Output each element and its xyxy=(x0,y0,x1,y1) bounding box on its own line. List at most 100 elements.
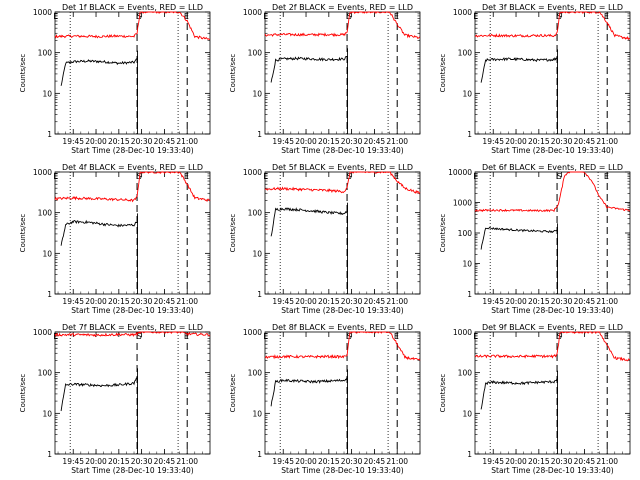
x-tick-label: 20:15 xyxy=(528,297,550,306)
y-tick-label: 10 xyxy=(42,409,52,418)
chart-panel-2: Det 2f BLACK = Events, RED = LLD 1 10 100 10… xyxy=(229,3,421,155)
events-series-line xyxy=(480,378,558,410)
lld-series-line xyxy=(264,171,421,195)
x-tick-label: 21:00 xyxy=(176,137,198,146)
plot-frame xyxy=(474,331,631,455)
chart-panel-4: Det 4f BLACK = Events, RED = LLD 1 10 100 10… xyxy=(19,163,211,315)
x-tick-label: 20:45 xyxy=(154,457,176,466)
marker-letter: E xyxy=(184,332,189,341)
y-tick-label: 10000 xyxy=(448,168,472,177)
lld-series-line xyxy=(264,11,421,39)
marker-letter: E xyxy=(53,172,58,181)
lld-series-line xyxy=(54,11,211,41)
x-tick-label: 21:00 xyxy=(386,297,408,306)
y-tick-label: 100 xyxy=(248,369,263,378)
y-tick-label: 10 xyxy=(462,260,472,269)
events-series-line xyxy=(270,56,348,83)
chart-panel-9: Det 9f BLACK = Events, RED = LLD 1 10 100 10… xyxy=(439,323,631,475)
y-tick-label: 100 xyxy=(38,49,53,58)
y-axis-label: Counts/sec xyxy=(229,214,237,253)
x-tick-label: 21:00 xyxy=(176,457,198,466)
y-tick-label: 100 xyxy=(248,49,263,58)
x-tick-label: 20:45 xyxy=(574,137,596,146)
x-tick-label: 20:00 xyxy=(85,457,107,466)
marker-letter: E xyxy=(53,12,58,21)
x-tick-label: 20:15 xyxy=(528,457,550,466)
y-tick-label: 10 xyxy=(42,249,52,258)
plot-frame xyxy=(54,11,211,135)
x-tick-label: 21:00 xyxy=(176,297,198,306)
x-tick-label: 21:00 xyxy=(596,297,618,306)
x-axis-label: Start Time (28-Dec-10 19:33:40) xyxy=(491,306,613,315)
y-tick-label: 100 xyxy=(458,229,473,238)
chart-title: Det 4f BLACK = Events, RED = LLD xyxy=(62,163,203,172)
x-tick-label: 20:15 xyxy=(318,297,340,306)
x-axis-label: Start Time (28-Dec-10 19:33:40) xyxy=(281,306,403,315)
x-tick-label: 20:15 xyxy=(318,457,340,466)
lld-series-line xyxy=(474,331,631,362)
marker-letter: E xyxy=(263,12,268,21)
x-tick-label: 20:30 xyxy=(551,137,573,146)
x-tick-label: 21:00 xyxy=(596,457,618,466)
x-tick-label: 20:15 xyxy=(108,137,130,146)
x-tick-label: 20:30 xyxy=(551,457,573,466)
y-tick-label: 10 xyxy=(252,409,262,418)
marker-letter: E xyxy=(394,172,399,181)
y-tick-label: 1000 xyxy=(243,168,262,177)
marker-letter: E xyxy=(184,172,189,181)
x-axis-label: Start Time (28-Dec-10 19:33:40) xyxy=(71,306,193,315)
x-tick-label: 20:00 xyxy=(505,137,527,146)
y-tick-label: 100 xyxy=(38,209,53,218)
x-tick-label: 19:45 xyxy=(272,457,294,466)
x-tick-label: 20:00 xyxy=(505,457,527,466)
marker-letter: S xyxy=(137,332,142,341)
lld-series-line xyxy=(54,331,211,338)
events-series-line xyxy=(480,226,558,250)
lld-series-line xyxy=(54,171,211,203)
x-tick-label: 20:30 xyxy=(341,297,363,306)
x-tick-label: 21:00 xyxy=(386,137,408,146)
x-tick-label: 19:45 xyxy=(62,457,84,466)
y-tick-label: 1 xyxy=(467,130,472,139)
x-axis-label: Start Time (28-Dec-10 19:33:40) xyxy=(71,466,193,475)
y-axis-label: Counts/sec xyxy=(19,214,27,253)
y-tick-label: 1 xyxy=(47,290,52,299)
x-tick-label: 20:45 xyxy=(574,297,596,306)
x-tick-label: 21:00 xyxy=(596,137,618,146)
y-tick-label: 1000 xyxy=(453,328,472,337)
y-tick-label: 100 xyxy=(458,369,473,378)
y-tick-label: 10 xyxy=(42,89,52,98)
marker-letter: E xyxy=(604,332,609,341)
x-tick-label: 20:30 xyxy=(551,297,573,306)
marker-letter: E xyxy=(184,12,189,21)
chart-title: Det 2f BLACK = Events, RED = LLD xyxy=(272,3,413,12)
marker-letter: S xyxy=(557,172,562,181)
marker-letter: E xyxy=(394,332,399,341)
plot-frame xyxy=(54,331,211,455)
y-tick-label: 10 xyxy=(252,249,262,258)
lld-series-line xyxy=(474,171,630,213)
y-axis-label: Counts/sec xyxy=(439,214,447,253)
y-axis-label: Counts/sec xyxy=(19,54,27,93)
chart-title: Det 3f BLACK = Events, RED = LLD xyxy=(482,3,623,12)
events-series-line xyxy=(60,219,138,246)
x-tick-label: 20:00 xyxy=(85,137,107,146)
chart-panel-3: Det 3f BLACK = Events, RED = LLD 1 10 100 10… xyxy=(439,3,631,155)
y-axis-label: Counts/sec xyxy=(19,374,27,413)
x-tick-label: 20:00 xyxy=(295,137,317,146)
marker-letter: E xyxy=(604,12,609,21)
marker-letter: E xyxy=(604,172,609,181)
chart-title: Det 9f BLACK = Events, RED = LLD xyxy=(482,323,623,332)
marker-letter: E xyxy=(263,332,268,341)
lld-series-line xyxy=(264,331,421,361)
x-tick-label: 20:45 xyxy=(154,137,176,146)
events-series-line xyxy=(60,58,138,86)
x-tick-label: 19:45 xyxy=(62,137,84,146)
chart-title: Det 7f BLACK = Events, RED = LLD xyxy=(62,323,203,332)
y-tick-label: 1000 xyxy=(33,8,52,17)
marker-letter: E xyxy=(263,172,268,181)
events-series-line xyxy=(270,207,348,237)
x-tick-label: 20:15 xyxy=(108,457,130,466)
x-tick-label: 20:00 xyxy=(295,297,317,306)
